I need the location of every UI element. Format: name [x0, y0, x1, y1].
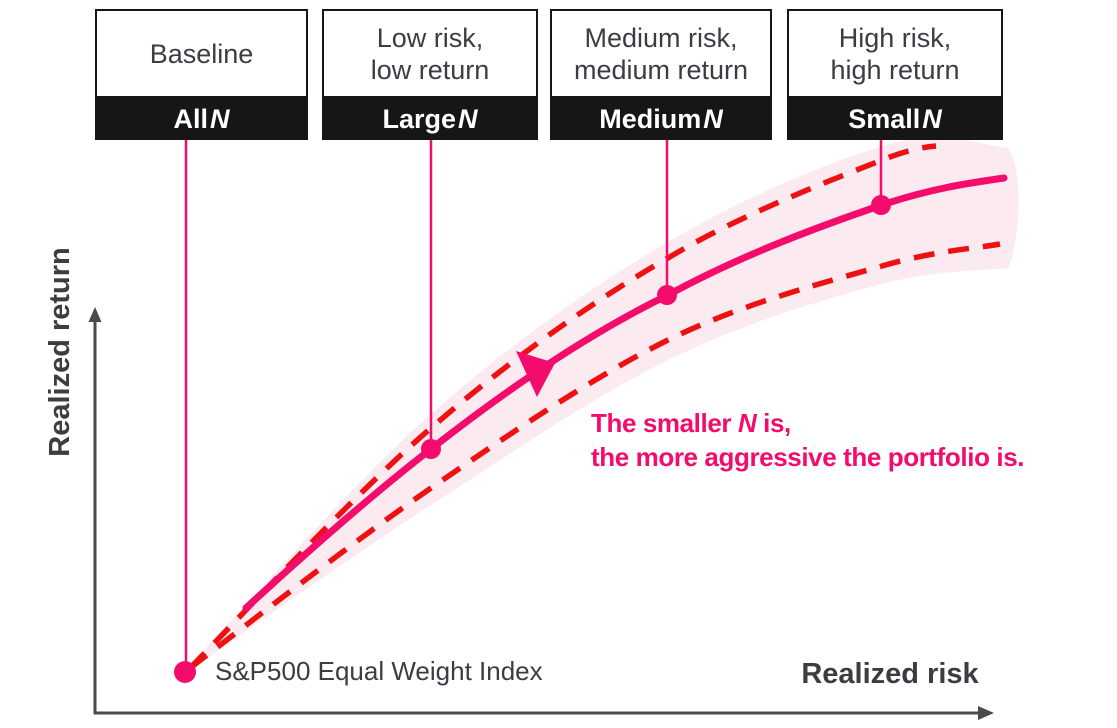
card-tag-text: All: [173, 103, 208, 134]
card-tag-text: Small: [848, 103, 921, 134]
card-title-medium-risk: Medium risk, medium return: [550, 9, 772, 98]
point-all-n: [174, 661, 196, 683]
callout-line2: the more aggressive the portfolio is.: [591, 442, 1025, 472]
card-tag-medium-n: Medium N: [550, 98, 772, 140]
card-tag-n: N: [458, 103, 478, 134]
start-point-label: S&P500 Equal Weight Index: [215, 656, 543, 686]
point-small-n: [871, 195, 891, 215]
card-tag-all-n: All N: [95, 98, 308, 140]
callout-line1-before-n: The smaller: [591, 408, 738, 438]
point-large-n: [421, 439, 441, 459]
curve-direction-arrow-icon: [516, 351, 555, 397]
point-medium-n: [657, 285, 677, 305]
callout-text: The smaller N is, the more aggressive th…: [591, 406, 1111, 474]
callout-n: N: [737, 408, 757, 438]
card-baseline: Baseline All N: [95, 9, 308, 140]
card-low-risk: Low risk, low return Large N: [322, 9, 538, 140]
card-tag-n: N: [210, 103, 230, 134]
card-title-low-risk: Low risk, low return: [322, 9, 538, 98]
card-tag-text: Large: [382, 103, 457, 134]
y-axis-arrow-icon: [88, 307, 102, 322]
card-title-baseline: Baseline: [95, 9, 308, 98]
x-axis-arrow-icon: [978, 706, 994, 720]
x-axis-label: Realized risk: [801, 658, 979, 690]
callout-line1-after-n: is,: [756, 408, 791, 438]
card-tag-small-n: Small N: [787, 98, 1003, 140]
card-tag-n: N: [922, 103, 942, 134]
confidence-band: [196, 137, 1019, 666]
frontier-curve: [242, 174, 1008, 612]
card-tag-text: Medium: [599, 103, 702, 134]
card-tag-large-n: Large N: [322, 98, 538, 140]
card-high-risk: High risk, high return Small N: [787, 9, 1003, 140]
card-title-high-risk: High risk, high return: [787, 9, 1003, 98]
y-axis-label: Realized return: [44, 247, 76, 457]
lower-dashed-bound: [188, 241, 1001, 671]
card-tag-n: N: [703, 103, 723, 134]
card-medium-risk: Medium risk, medium return Medium N: [550, 9, 772, 140]
